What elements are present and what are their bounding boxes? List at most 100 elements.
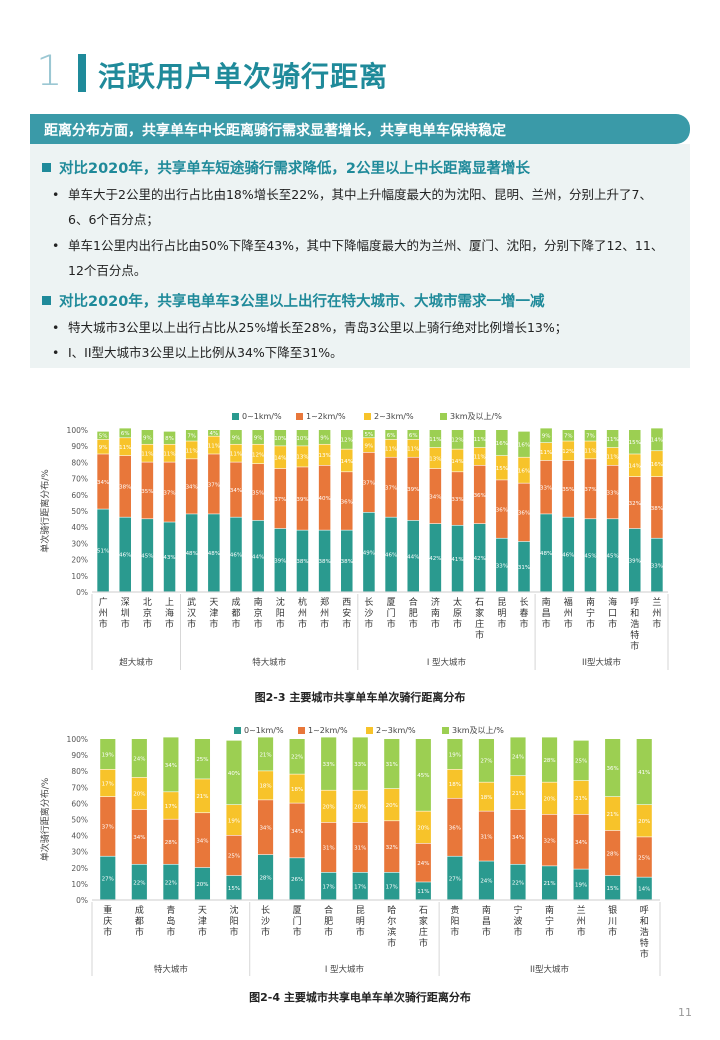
bar-segment <box>274 468 287 529</box>
y-tick-label: 70% <box>71 475 88 484</box>
bar-segment <box>318 430 331 444</box>
legend-label: 0~1km/% <box>244 726 284 735</box>
bar-segment <box>185 459 198 514</box>
data-label: 27% <box>480 759 492 765</box>
x-tick-label-char: 市 <box>450 926 459 938</box>
y-axis-label: 单次骑行距离分布/% <box>39 469 51 553</box>
data-label: 16% <box>518 443 530 449</box>
bar-segment <box>415 882 431 900</box>
legend-swatch <box>364 413 371 420</box>
bar-segment <box>119 428 131 438</box>
data-label: 32% <box>543 838 555 844</box>
bar-segment <box>257 800 274 855</box>
group-label: 超大城市 <box>119 657 154 668</box>
bar-segment <box>208 514 220 592</box>
point-heading-text: 对比2020年，共享单车短途骑行需求降低，2公里以上中长距离显著增长 <box>59 161 530 177</box>
x-tick-label-char: 青 <box>166 904 175 916</box>
x-tick-label-char: 安 <box>342 607 351 619</box>
data-label: 46% <box>562 553 574 559</box>
data-label: 45% <box>584 554 596 560</box>
data-label: 22% <box>133 880 145 886</box>
bar-segment <box>230 462 242 517</box>
bullet-item: • I、II型大城市3公里以上比例从34%下降至31%。 <box>52 340 672 365</box>
data-label: 46% <box>230 553 242 559</box>
bar-segment <box>606 447 619 466</box>
bar-segment <box>573 740 589 781</box>
bar-segment <box>363 430 375 438</box>
data-label: 51% <box>97 549 109 555</box>
x-tick-label-char: 市 <box>99 618 108 630</box>
bar-segment <box>352 737 368 790</box>
x-tick-label-char: 昆 <box>497 597 506 608</box>
data-label: 14% <box>629 464 641 470</box>
data-label: 11% <box>429 437 441 443</box>
bar-segment <box>584 430 597 441</box>
data-label: 37% <box>385 486 397 492</box>
bar-segment <box>208 436 220 454</box>
group-label: II型大城市 <box>530 964 570 975</box>
x-tick-label-char: 宁 <box>586 607 595 619</box>
bar-segment <box>451 430 464 449</box>
x-tick-label-char: 市 <box>229 926 238 938</box>
bar-segment <box>473 447 486 466</box>
x-tick-label-char: 天 <box>209 598 218 608</box>
data-label: 36% <box>449 826 461 832</box>
x-tick-label-char: 州 <box>320 608 329 619</box>
data-label: 11% <box>163 451 175 457</box>
data-label: 9% <box>143 435 152 441</box>
bar-segment <box>318 465 331 530</box>
x-tick-label-char: 呼 <box>640 905 649 916</box>
bar-segment <box>651 538 663 592</box>
x-tick-label-char: 呼 <box>630 597 639 608</box>
x-tick-label-char: 昆 <box>356 905 365 916</box>
bar-segment <box>606 465 619 519</box>
data-label: 11% <box>385 447 397 453</box>
point-heading: 对比2020年，共享单车短途骑行需求降低，2公里以上中长距离显著增长 <box>42 157 530 178</box>
bar-segment <box>385 457 397 517</box>
x-tick-label-char: 庄 <box>475 618 484 630</box>
data-label: 28% <box>259 875 271 881</box>
x-tick-label-char: 汉 <box>187 608 196 619</box>
x-tick-label-char: 州 <box>298 608 307 619</box>
data-label: 32% <box>629 501 641 507</box>
group-label: II型大城市 <box>582 657 622 668</box>
legend-label: 1~2km/% <box>308 726 348 735</box>
data-label: 4% <box>209 431 218 437</box>
bar-segment <box>429 447 442 469</box>
bar-segment <box>194 739 211 779</box>
y-tick-label: 20% <box>71 864 88 873</box>
data-label: 14% <box>451 459 463 465</box>
data-label: 7% <box>187 434 196 440</box>
bar-segment <box>473 430 486 448</box>
bar-segment <box>447 798 463 856</box>
x-tick-label-char: 市 <box>453 618 462 630</box>
data-label: 39% <box>407 487 419 493</box>
x-tick-label-char: 和 <box>640 916 649 927</box>
data-label: 6% <box>121 431 130 437</box>
bar-segment <box>257 771 274 800</box>
x-tick-label-char: 市 <box>577 926 586 938</box>
bar-segment <box>119 455 131 517</box>
data-label: 46% <box>385 553 397 559</box>
bar-segment <box>636 739 652 805</box>
data-label: 20% <box>133 792 145 798</box>
bar-segment <box>384 821 400 873</box>
data-label: 38% <box>296 559 308 565</box>
bar-segment <box>141 462 154 519</box>
data-label: 22% <box>291 755 303 761</box>
data-label: 27% <box>102 876 114 882</box>
data-label: 42% <box>429 556 441 562</box>
bar-segment <box>163 462 176 522</box>
bullet-dot-icon: • <box>52 345 60 360</box>
data-label: 21% <box>575 796 587 802</box>
bar-segment <box>636 837 652 877</box>
x-tick-label-char: 圳 <box>121 608 130 619</box>
x-tick-label-char: 市 <box>387 937 396 949</box>
data-label: 11% <box>540 450 552 456</box>
bar-segment <box>352 790 368 823</box>
data-label: 41% <box>451 557 463 563</box>
bar-segment <box>478 739 495 782</box>
data-label: 24% <box>133 756 145 762</box>
x-tick-label-char: 哈 <box>387 904 396 916</box>
bar-segment <box>119 517 131 592</box>
